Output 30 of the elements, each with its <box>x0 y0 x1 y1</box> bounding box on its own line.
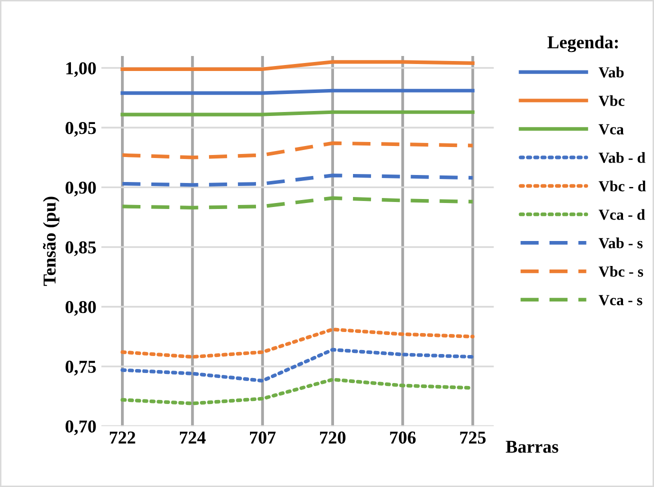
x-tick-label: 707 <box>250 432 276 444</box>
legend-label: Vbc - d <box>598 180 646 192</box>
line-series <box>120 348 475 383</box>
legend-label: Vab <box>598 66 624 78</box>
x-tick-label: 724 <box>180 432 206 444</box>
y-tick-label: 0,85 <box>66 241 96 256</box>
legend-label: Vca - d <box>598 209 646 220</box>
line-series <box>120 174 475 187</box>
line-series <box>120 328 475 359</box>
y-tick-label: 0,80 <box>66 300 96 316</box>
line-series <box>120 196 475 210</box>
x-axis-title: Barras <box>506 440 558 453</box>
legend-label: Vbc - s <box>598 266 644 277</box>
x-tick-label: 706 <box>390 432 416 444</box>
legend-label: Vab - d <box>598 152 646 164</box>
y-tick-label: 0,90 <box>66 182 96 196</box>
y-axis-title: Tensão (pu) <box>42 196 60 286</box>
y-tick-label: 1,00 <box>66 62 96 78</box>
x-tick-label: 722 <box>110 432 136 444</box>
legend-title: Legenda: <box>548 36 618 52</box>
y-tick-label: 0,95 <box>66 122 96 137</box>
legend-label: Vca <box>598 124 624 135</box>
y-tick-label: 0,75 <box>66 360 96 376</box>
legend-label: Vbc <box>598 95 624 106</box>
y-tick-label: 0,70 <box>66 420 96 436</box>
legend-label: Vab - s <box>598 238 643 248</box>
x-tick-label: 720 <box>320 432 346 444</box>
line-series <box>120 141 475 160</box>
legend-label: Vca - s <box>598 295 642 306</box>
x-tick-label: 725 <box>460 432 486 444</box>
